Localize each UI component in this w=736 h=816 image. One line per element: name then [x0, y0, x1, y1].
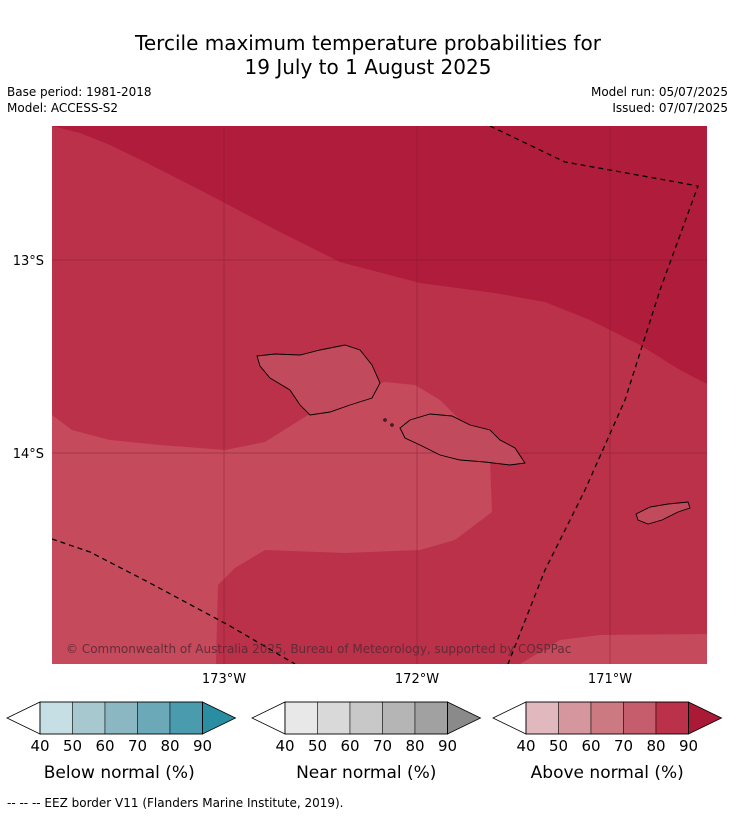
colorbar-tick: 70: [373, 737, 392, 755]
colorbar-segment: [39, 701, 73, 735]
colorbar-extend-low: [6, 701, 41, 735]
meta-right: Model run: 05/07/2025 Issued: 07/07/2025: [591, 84, 728, 116]
island-islet: [383, 418, 387, 422]
prob-band-70-west: [52, 382, 492, 664]
colorbar-tick: 80: [160, 737, 179, 755]
colorbar-label: Below normal (%): [44, 763, 195, 783]
colorbar-segment: [590, 701, 624, 735]
base-period: Base period: 1981-2018: [7, 85, 152, 99]
colorbar-segment: [349, 701, 383, 735]
map-copyright: © Commonwealth of Australia 2025, Bureau…: [66, 642, 571, 656]
colorbar-segment: [655, 701, 689, 735]
colorbar-tick: 80: [405, 737, 424, 755]
colorbar-2: 40 50 60 70 80 90 Above normal (%): [492, 701, 723, 783]
colorbar-segment: [623, 701, 657, 735]
colorbar-tick: 70: [614, 737, 633, 755]
colorbar-tick: 90: [438, 737, 457, 755]
island-savaii: [256, 344, 381, 416]
colorbar-tick: 50: [549, 737, 568, 755]
graticule: [52, 126, 707, 664]
colorbar-extend-low: [492, 701, 527, 735]
prob-band-70-east: [520, 634, 707, 664]
lon-label-171w: 171°W: [588, 672, 632, 687]
colorbar-segment: [382, 701, 416, 735]
colorbar-outline: [284, 701, 448, 735]
lat-label-14s: 14°S: [13, 447, 44, 462]
colorbar-outline: [525, 701, 689, 735]
model-run: Model run: 05/07/2025: [590, 85, 728, 99]
colorbar-tick: 70: [128, 737, 147, 755]
island-islet: [390, 423, 394, 427]
colorbar-extend-low: [251, 701, 286, 735]
colorbar-tick: 40: [275, 737, 294, 755]
colorbars: 40 50 60 70 80 90 Below normal (%) 40 50 60 70 80 90…: [6, 701, 723, 783]
title-line-1: Tercile maximum temperature probabilitie…: [135, 31, 601, 55]
colorbar-tick: 60: [95, 737, 114, 755]
footnote-eez: -- -- -- EEZ border V11 (Flanders Marine…: [7, 796, 344, 810]
map-panel: © Commonwealth of Australia 2025, Bureau…: [52, 126, 707, 664]
colorbar-tick: 40: [30, 737, 49, 755]
lon-label-172w: 172°W: [395, 672, 439, 687]
colorbar-segment: [558, 701, 592, 735]
prob-band-90: [52, 126, 707, 384]
colorbar-segment: [414, 701, 448, 735]
meta-left: Base period: 1981-2018 Model: ACCESS-S2: [7, 84, 152, 116]
colorbar-tick: 40: [516, 737, 535, 755]
colorbar-extend-high: [447, 701, 482, 735]
colorbar-tick: 90: [193, 737, 212, 755]
colorbar-extend-high: [202, 701, 237, 735]
colorbar-label: Above normal (%): [531, 763, 684, 783]
colorbar-tick: 90: [679, 737, 698, 755]
colorbar-segment: [169, 701, 203, 735]
colorbar-segment: [317, 701, 351, 735]
colorbar-segment: [284, 701, 318, 735]
colorbar-tick: 60: [340, 737, 359, 755]
islands: [256, 344, 691, 525]
colorbar-tick: 80: [646, 737, 665, 755]
colorbar-segment: [525, 701, 559, 735]
colorbar-extend-high: [688, 701, 723, 735]
colorbar-segment: [137, 701, 171, 735]
issued-date: Issued: 07/07/2025: [612, 101, 728, 115]
colorbar-tick: 60: [581, 737, 600, 755]
colorbar-outline: [39, 701, 203, 735]
title-line-2: 19 July to 1 August 2025: [244, 55, 492, 79]
colorbar-segment: [72, 701, 106, 735]
colorbar-tick: 50: [308, 737, 327, 755]
model-name: Model: ACCESS-S2: [7, 101, 119, 115]
colorbar-label: Near normal (%): [296, 763, 436, 783]
colorbar-segment: [104, 701, 138, 735]
colorbar-tick: 50: [63, 737, 82, 755]
island-tutuila: [635, 501, 691, 525]
lon-label-173w: 173°W: [202, 672, 246, 687]
island-upolu: [399, 413, 526, 466]
colorbar-0: 40 50 60 70 80 90 Below normal (%): [6, 701, 237, 783]
map-title: Tercile maximum temperature probabilitie…: [0, 31, 736, 79]
lat-label-13s: 13°S: [13, 254, 44, 269]
